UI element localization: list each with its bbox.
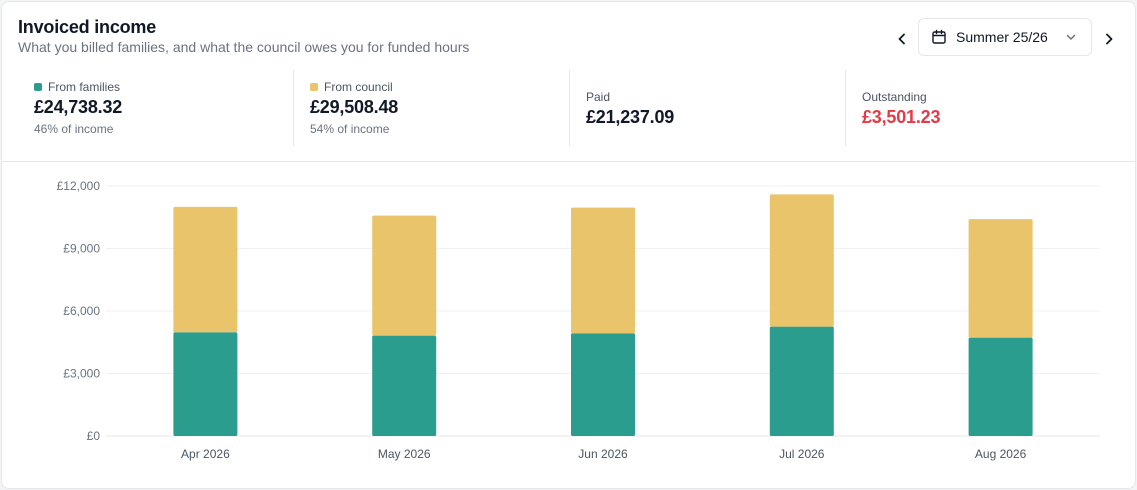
x-tick-label: Apr 2026 <box>181 447 230 461</box>
stat-value: £3,501.23 <box>862 107 941 127</box>
y-tick-label: £0 <box>87 429 101 443</box>
bar-segment <box>769 326 834 436</box>
chevron-down-icon <box>1065 31 1077 43</box>
stat-value: £21,237.09 <box>586 107 675 127</box>
stat-from-council: From council £29,508.48 54% of income <box>293 70 570 146</box>
next-period-button[interactable] <box>1098 28 1120 50</box>
x-tick-label: Jun 2026 <box>578 447 628 461</box>
stat-label: From families <box>48 80 121 94</box>
council-swatch <box>310 83 318 91</box>
income-bar-chart: £0 £3,000 £6,000 £9,000 £12,000 Apr 2026 May 2… <box>57 179 1100 461</box>
x-tick-label: Jul 2026 <box>779 447 825 461</box>
y-tick-label: £12,000 <box>57 179 101 193</box>
bar-segment <box>372 335 437 436</box>
bar-segment <box>968 337 1033 436</box>
x-tick-label: Aug 2026 <box>975 447 1027 461</box>
bar-segment <box>769 194 834 327</box>
page-subtitle: What you billed families, and what the c… <box>18 39 470 55</box>
bar-segment <box>372 215 437 336</box>
stat-sub: 54% of income <box>310 122 390 136</box>
bar-segment <box>571 207 635 334</box>
x-tick-label: May 2026 <box>378 447 431 461</box>
period-select[interactable]: Summer 25/26 <box>918 18 1092 56</box>
bar-segment <box>173 206 238 333</box>
families-swatch <box>34 83 42 91</box>
period-label: Summer 25/26 <box>956 29 1048 45</box>
stat-paid: Paid £21,237.09 <box>569 70 846 146</box>
calendar-icon <box>931 29 947 45</box>
stat-label: From council <box>324 80 393 94</box>
stat-from-families: From families £24,738.32 46% of income <box>18 70 294 146</box>
bar-segment <box>173 332 238 436</box>
chevron-left-icon <box>898 33 905 45</box>
stat-value: £29,508.48 <box>310 97 399 117</box>
previous-period-button[interactable] <box>891 28 913 50</box>
summary-stats: From families £24,738.32 46% of income F… <box>2 70 1135 162</box>
stat-label: Outstanding <box>862 90 927 104</box>
page-title: Invoiced income <box>18 17 157 37</box>
stat-label: Paid <box>586 90 611 104</box>
bar-segment <box>968 219 1033 338</box>
stat-value: £24,738.32 <box>34 97 123 117</box>
bar-segment <box>571 333 635 436</box>
y-tick-label: £9,000 <box>63 242 100 256</box>
stat-sub: 46% of income <box>34 122 114 136</box>
y-tick-label: £3,000 <box>63 367 100 381</box>
stat-outstanding: Outstanding £3,501.23 <box>845 70 1122 146</box>
y-tick-label: £6,000 <box>63 304 100 318</box>
chevron-right-icon <box>1106 33 1113 45</box>
